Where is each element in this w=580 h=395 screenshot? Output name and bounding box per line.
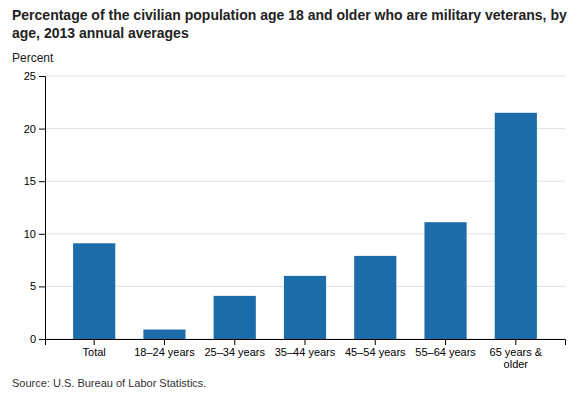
x-tick-label: 25–34 years	[204, 346, 265, 358]
y-tick-mark	[39, 339, 45, 340]
bar	[214, 296, 256, 339]
x-tick-mark	[515, 339, 516, 345]
y-tick: 25	[24, 70, 45, 82]
x-tick: 55–64 years	[415, 339, 476, 358]
y-tick-label: 15	[24, 175, 36, 187]
y-tick-label: 0	[30, 333, 36, 345]
x-tick-label-line: 55–64 years	[415, 346, 476, 358]
bar	[143, 330, 185, 339]
y-tick-label: 10	[24, 228, 36, 240]
y-tick-label: 20	[24, 123, 36, 135]
source-note: Source: U.S. Bureau of Labor Statistics.	[12, 377, 206, 389]
y-tick: 5	[30, 280, 45, 292]
x-tick-label: Total	[83, 346, 106, 358]
bar	[424, 222, 466, 339]
y-tick-mark	[39, 181, 45, 182]
grid-line	[45, 181, 565, 182]
x-tick-label-line: Total	[83, 346, 106, 358]
y-tick-mark	[39, 286, 45, 287]
bar	[495, 113, 537, 339]
title: Percentage of the civilian population ag…	[12, 7, 567, 41]
y-axis-label: Percent	[12, 51, 54, 65]
x-tick: 25–34 years	[204, 339, 265, 358]
x-tick-mark	[94, 339, 95, 345]
x-tick: 35–44 years	[275, 339, 336, 358]
x-tick-label: 55–64 years	[415, 346, 476, 358]
bar	[73, 243, 115, 339]
chart-container: Percentage of the civilian population ag…	[0, 0, 580, 395]
x-tick-mark	[305, 339, 306, 345]
bars	[73, 113, 537, 339]
x-tick-label-line: 45–54 years	[345, 346, 406, 358]
y-tick-mark	[39, 129, 45, 130]
x-axis: Total 18–24 years 25–34 years 35–44 years 45…	[46, 339, 566, 370]
y-tick-label: 25	[24, 70, 36, 82]
y-axis: 0 5 10 15 20 25	[24, 70, 46, 345]
y-axis-line	[39, 77, 46, 340]
y-tick: 20	[24, 123, 45, 135]
x-tick-label-line: older	[504, 358, 529, 370]
grid-line	[45, 233, 565, 234]
x-tick-label-line: 35–44 years	[275, 346, 336, 358]
x-tick-label: 35–44 years	[275, 346, 336, 358]
y-tick-mark	[39, 234, 45, 235]
x-tick-mark	[164, 339, 165, 345]
x-tick-mark	[234, 339, 235, 345]
bar	[284, 276, 326, 339]
y-tick-label: 5	[30, 280, 36, 292]
x-tick: 65 years &older	[490, 339, 543, 370]
x-tick-mark	[445, 339, 446, 345]
x-tick-label: 65 years &older	[490, 346, 543, 371]
x-tick-label-line: 18–24 years	[134, 346, 195, 358]
bar	[354, 256, 396, 339]
x-axis-line	[46, 340, 566, 346]
grid-line	[45, 128, 565, 129]
chart-svg: Percentage of the civilian population ag…	[0, 0, 580, 395]
y-tick: 15	[24, 175, 45, 187]
x-tick: Total	[83, 339, 106, 358]
title-line: Percentage of the civilian population ag…	[12, 7, 567, 23]
x-tick-label-line: 65 years &	[490, 346, 543, 358]
grid-line	[45, 76, 565, 77]
x-tick-label: 18–24 years	[134, 346, 195, 358]
x-tick-label: 45–54 years	[345, 346, 406, 358]
x-tick-label-line: 25–34 years	[204, 346, 265, 358]
x-tick-mark	[375, 339, 376, 345]
y-tick: 10	[24, 228, 45, 240]
grid	[45, 76, 565, 339]
x-tick: 18–24 years	[134, 339, 195, 358]
y-tick: 0	[30, 333, 45, 345]
y-tick-mark	[39, 76, 45, 77]
title-line: age, 2013 annual averages	[12, 25, 189, 41]
x-tick: 45–54 years	[345, 339, 406, 358]
